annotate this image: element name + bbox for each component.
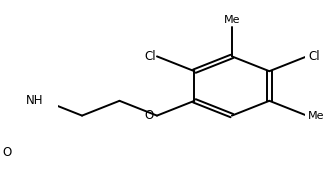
Text: Cl: Cl	[308, 50, 320, 63]
Text: Me: Me	[224, 15, 240, 25]
Text: O: O	[145, 109, 154, 122]
Text: Cl: Cl	[144, 50, 156, 63]
Text: O: O	[3, 146, 12, 159]
Text: NH: NH	[26, 94, 43, 107]
Text: Me: Me	[308, 111, 325, 121]
